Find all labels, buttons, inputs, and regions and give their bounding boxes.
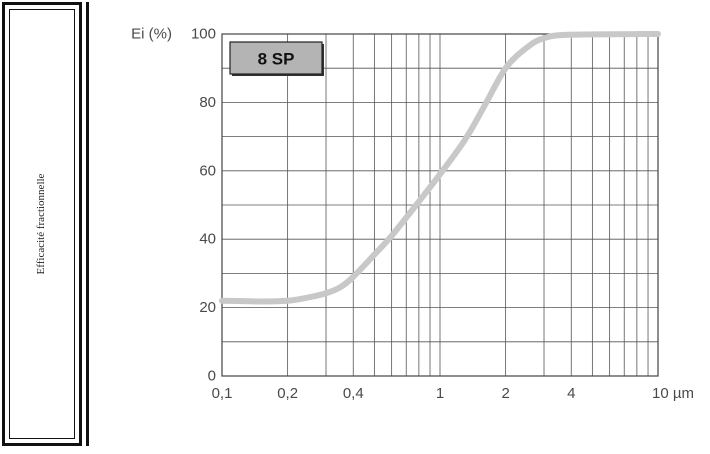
series-layer — [219, 31, 661, 305]
y-tick-label: 100 — [191, 26, 216, 43]
x-tick-label: 4 — [567, 385, 575, 402]
x-tick-label: 0,1 — [212, 385, 233, 402]
y-tick-labels: 0 20 40 60 80 100 — [191, 26, 216, 385]
x-tick-label: 0,2 — [277, 385, 298, 402]
x-tick-label: 1 — [436, 385, 444, 402]
y-tick-label: 20 — [199, 299, 216, 316]
plot-frame — [221, 33, 659, 377]
side-divider — [86, 2, 89, 446]
y-axis-label: Ei (%) — [131, 26, 172, 43]
chart-title: 8 SP — [258, 50, 295, 69]
grid-lines — [222, 34, 658, 376]
x-tick-label: 0,4 — [343, 385, 364, 402]
y-tick-label: 40 — [199, 231, 216, 248]
x-tick-label: 10 µm — [652, 385, 694, 402]
x-tick-labels: 0,1 0,2 0,4 1 2 4 10 µm — [212, 385, 694, 402]
x-tick-label: 2 — [501, 385, 509, 402]
y-tick-label: 80 — [199, 94, 216, 111]
chart-title-box: 8 SP — [229, 41, 324, 76]
y-tick-label: 0 — [208, 368, 216, 385]
side-frame — [2, 2, 82, 446]
y-tick-label: 60 — [199, 162, 216, 179]
efficiency-curve — [219, 31, 661, 305]
